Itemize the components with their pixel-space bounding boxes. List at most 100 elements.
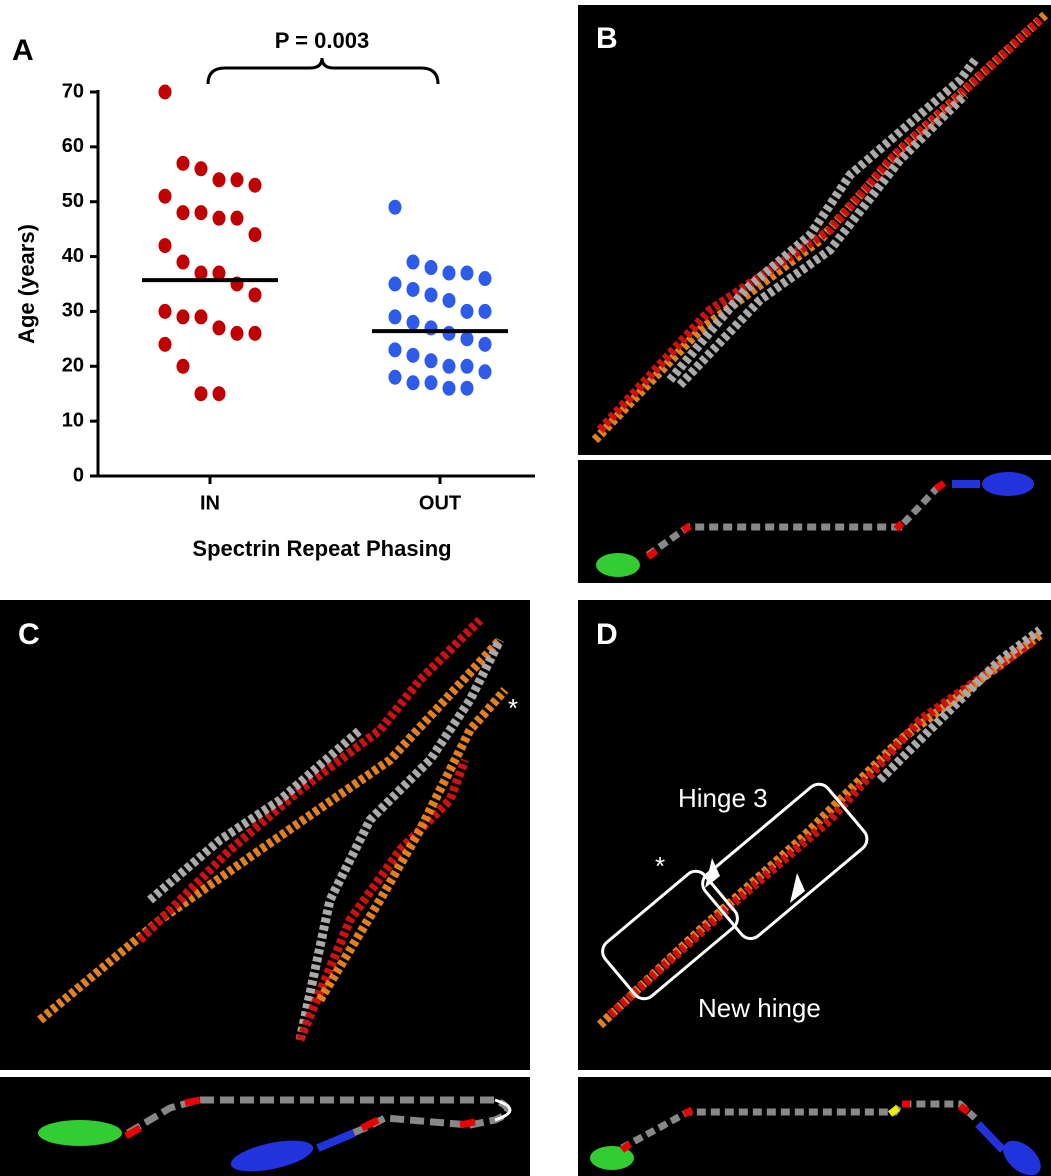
data-point (460, 303, 474, 319)
helix (136, 616, 484, 944)
data-point (194, 386, 208, 402)
data-point (460, 380, 474, 396)
data-point (460, 358, 474, 374)
data-point (478, 271, 492, 287)
data-point (388, 369, 402, 385)
data-point (212, 172, 226, 188)
data-point (406, 254, 420, 270)
schematic-D (590, 1100, 1041, 1176)
data-point (194, 205, 208, 221)
data-point (478, 336, 492, 352)
data-point (388, 342, 402, 358)
helix (676, 91, 969, 389)
data-point (194, 265, 208, 281)
data-point (424, 353, 438, 369)
y-tick-label: 40 (62, 245, 84, 267)
data-point (442, 358, 456, 374)
data-point (176, 358, 190, 374)
data-point (424, 375, 438, 391)
panel-label: A (12, 34, 34, 67)
data-point (406, 375, 420, 391)
data-point (212, 210, 226, 226)
data-point (194, 309, 208, 325)
y-axis-label: Age (years) (14, 224, 39, 344)
data-point (212, 386, 226, 402)
helix (37, 636, 504, 1024)
data-point (388, 276, 402, 292)
data-point (406, 281, 420, 297)
data-point (478, 303, 492, 319)
data-point (388, 199, 402, 215)
data-point (194, 161, 208, 177)
data-point (424, 260, 438, 276)
y-tick-label: 70 (62, 80, 84, 102)
data-point (158, 188, 172, 204)
data-point (176, 254, 190, 270)
data-point (406, 314, 420, 330)
schematic-C (38, 1096, 512, 1172)
helix (295, 637, 505, 1041)
p-value: P = 0.003 (275, 28, 369, 53)
hinge-box (701, 782, 869, 941)
data-point (424, 287, 438, 303)
helix (591, 11, 1049, 444)
data-point (158, 303, 172, 319)
data-point (248, 287, 262, 303)
data-point (176, 309, 190, 325)
data-point (158, 238, 172, 254)
helix (876, 626, 1043, 784)
data-point (406, 347, 420, 363)
data-point (478, 364, 492, 380)
asterisk: * (508, 693, 518, 723)
asterisk: * (655, 851, 665, 881)
data-point (212, 265, 226, 281)
data-point (212, 320, 226, 336)
x-tick-label: OUT (419, 492, 461, 514)
data-point (460, 265, 474, 281)
data-point (230, 325, 244, 341)
y-tick-label: 10 (62, 409, 84, 431)
data-point (442, 325, 456, 341)
schematic-B (596, 472, 1034, 577)
arrowhead (790, 873, 805, 903)
helix (147, 726, 363, 904)
panel-label: B (596, 22, 618, 55)
data-point (176, 155, 190, 171)
y-tick-label: 60 (62, 135, 84, 157)
helices (37, 11, 1049, 1042)
helix (596, 16, 1044, 434)
data-point (158, 84, 172, 100)
schematic (578, 460, 1051, 583)
y-tick-label: 20 (62, 355, 84, 377)
helix (606, 636, 1038, 1019)
data-point (388, 309, 402, 325)
data-point (460, 331, 474, 347)
hinge-box (601, 869, 739, 1001)
data-point (248, 177, 262, 193)
annotation: Hinge 3 (678, 783, 768, 813)
panel-label: D (596, 618, 618, 651)
schematic (578, 1077, 1051, 1176)
data-point (230, 210, 244, 226)
helix (666, 57, 979, 383)
data-point (176, 205, 190, 221)
x-axis-label: Spectrin Repeat Phasing (192, 536, 451, 561)
helix (295, 758, 470, 1042)
data-point (248, 325, 262, 341)
bracket (206, 57, 440, 85)
y-tick-label: 30 (62, 300, 84, 322)
data-point (442, 380, 456, 396)
arrowhead (705, 858, 720, 888)
x-tick-label: IN (200, 492, 220, 514)
panel-label: C (18, 618, 40, 651)
data-point (230, 172, 244, 188)
annotation: New hinge (698, 993, 821, 1023)
data-point (248, 227, 262, 243)
data-point (158, 336, 172, 352)
data-point (442, 265, 456, 281)
data-point (442, 292, 456, 308)
y-tick-label: 0 (73, 464, 84, 486)
structure-image (0, 600, 530, 1070)
y-tick-label: 50 (62, 190, 84, 212)
